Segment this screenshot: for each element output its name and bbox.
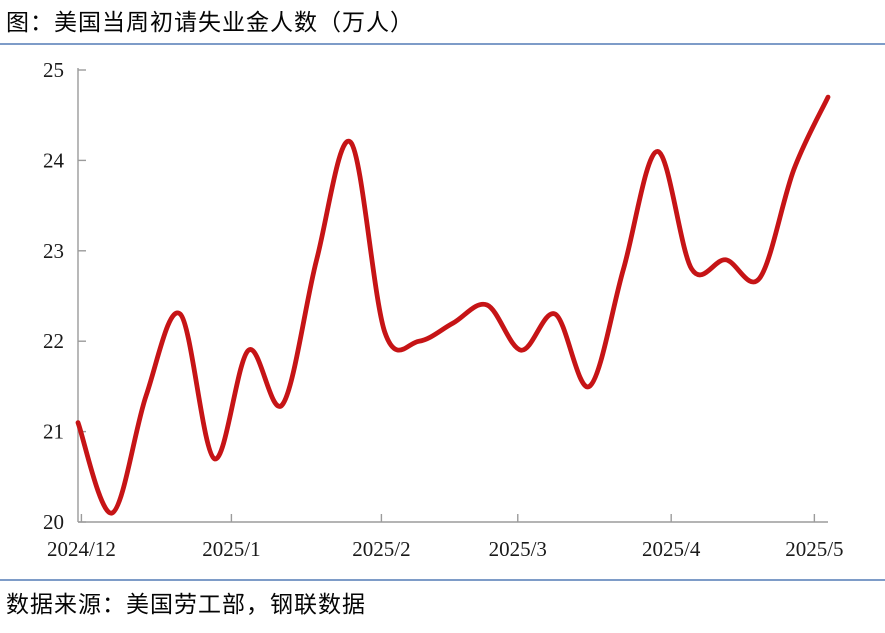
chart-title: 图：美国当周初请失业金人数（万人） xyxy=(6,10,414,35)
x-tick-label: 2025/1 xyxy=(202,537,260,561)
divider-top xyxy=(0,43,885,45)
y-tick-label: 23 xyxy=(43,239,64,263)
y-tick-label: 24 xyxy=(43,148,65,172)
y-tick-label: 21 xyxy=(43,420,64,444)
x-tick-label: 2025/4 xyxy=(642,537,701,561)
y-tick-label: 20 xyxy=(43,510,64,534)
divider-bottom xyxy=(0,579,885,581)
y-tick-label: 25 xyxy=(43,58,64,82)
x-tick-label: 2025/2 xyxy=(352,537,410,561)
series-line xyxy=(75,94,831,516)
x-tick-label: 2025/3 xyxy=(489,537,547,561)
data-source: 数据来源：美国劳工部，钢联数据 xyxy=(6,592,366,617)
y-tick-label: 22 xyxy=(43,329,64,353)
x-tick-label: 2024/12 xyxy=(47,537,116,561)
x-tick-label: 2025/5 xyxy=(785,537,843,561)
